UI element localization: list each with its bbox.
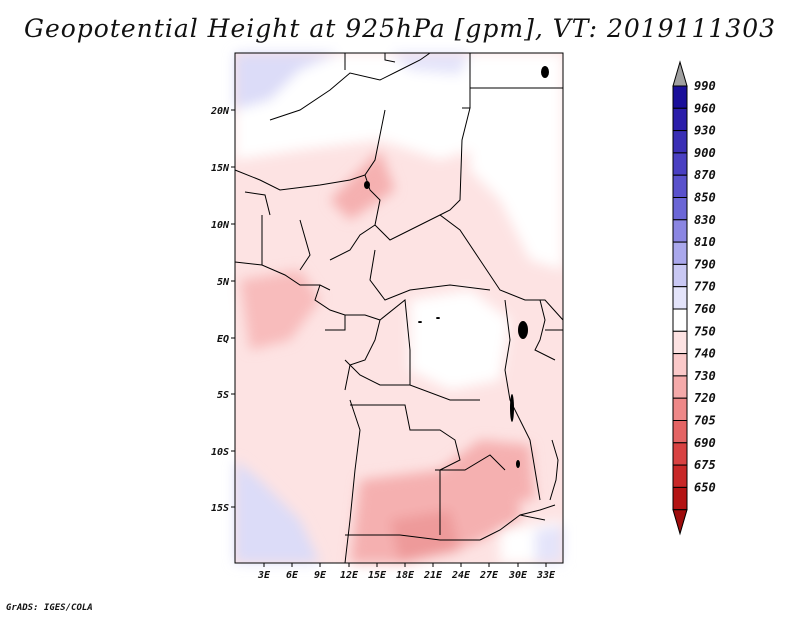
colorbar-swatch xyxy=(672,152,688,176)
colorbar-swatch xyxy=(672,197,688,221)
colorbar-swatch xyxy=(672,85,688,109)
lon-label: 15E xyxy=(368,570,387,581)
field-shading xyxy=(235,53,563,563)
latitude-axis xyxy=(231,109,235,508)
lat-label: 5N xyxy=(217,277,230,288)
colorbar-swatch xyxy=(672,308,688,332)
colorbar-label: 760 xyxy=(694,302,716,316)
latitude-labels: 20N 15N 10N 5N EQ 5S 10S 15S xyxy=(210,106,230,514)
colorbar-swatch xyxy=(672,464,688,488)
colorbar-bottom-arrow xyxy=(672,509,688,536)
colorbar-label: 740 xyxy=(694,347,716,361)
colorbar-label: 730 xyxy=(694,369,716,383)
colorbar-label: 830 xyxy=(694,213,716,227)
lon-label: 12E xyxy=(340,570,359,581)
map-title: Geopotential Height at 925hPa [gpm], VT:… xyxy=(23,14,777,43)
colorbar-swatch xyxy=(672,353,688,377)
colorbar-swatch xyxy=(672,130,688,154)
colorbar-swatch xyxy=(672,263,688,288)
colorbar-label: 770 xyxy=(694,280,716,294)
lon-label: 6E xyxy=(286,570,299,581)
grads-credit: GrADS: IGES/COLA xyxy=(6,603,93,613)
lon-label: 27E xyxy=(479,570,499,581)
lon-label: 21E xyxy=(423,570,443,581)
map-frame xyxy=(234,52,564,564)
colorbar: 990 960 930 900 870 850 830 810 790 770 760 750 740 7… xyxy=(672,60,716,536)
lon-label: 30E xyxy=(508,570,528,581)
longitude-axis xyxy=(263,563,547,567)
colorbar-label: 960 xyxy=(694,101,716,115)
lat-label: 15S xyxy=(211,503,229,514)
colorbar-swatch xyxy=(672,219,688,243)
colorbar-top-arrow xyxy=(672,60,688,87)
lat-label: 5S xyxy=(217,390,229,401)
colorbar-swatch xyxy=(672,330,688,355)
lat-label: 20N xyxy=(210,106,230,117)
lon-label: 24E xyxy=(451,570,471,581)
colorbar-label: 850 xyxy=(694,191,716,205)
colorbar-swatch xyxy=(672,375,688,399)
lat-label: 15N xyxy=(211,163,230,174)
colorbar-swatch xyxy=(672,286,688,310)
colorbar-swatch xyxy=(672,241,688,265)
colorbar-swatch xyxy=(672,397,688,422)
colorbar-label: 870 xyxy=(694,168,716,182)
colorbar-label: 990 xyxy=(694,79,716,93)
colorbar-swatch xyxy=(672,442,688,466)
colorbar-label: 675 xyxy=(694,458,716,472)
colorbar-label: 900 xyxy=(694,146,716,160)
colorbar-label: 720 xyxy=(694,391,716,405)
colorbar-label: 705 xyxy=(694,414,716,428)
colorbar-swatch xyxy=(672,107,688,132)
lon-label: 33E xyxy=(536,570,556,581)
country-borders xyxy=(234,52,564,564)
lon-label: 9E xyxy=(314,570,327,581)
colorbar-label: 690 xyxy=(694,436,716,450)
lat-label: EQ xyxy=(217,334,229,345)
lat-label: 10S xyxy=(211,447,229,458)
colorbar-swatch xyxy=(672,420,688,444)
colorbar-label: 750 xyxy=(694,324,716,338)
lon-label: 18E xyxy=(396,570,415,581)
lon-label: 3E xyxy=(257,570,271,581)
lakes xyxy=(364,66,549,468)
colorbar-label: 650 xyxy=(694,480,716,494)
map-plot-area: 20N 15N 10N 5N EQ 5S 10S 15S 3E 6E 9E xyxy=(210,52,564,581)
lat-label: 10N xyxy=(211,220,230,231)
colorbar-label: 930 xyxy=(694,124,716,138)
colorbar-swatch xyxy=(672,174,688,198)
colorbar-swatch xyxy=(672,486,688,511)
colorbar-label: 790 xyxy=(694,257,716,271)
colorbar-label: 810 xyxy=(694,235,716,249)
longitude-labels: 3E 6E 9E 12E 15E 18E 21E 24E 27E 30E 33E xyxy=(257,570,556,581)
